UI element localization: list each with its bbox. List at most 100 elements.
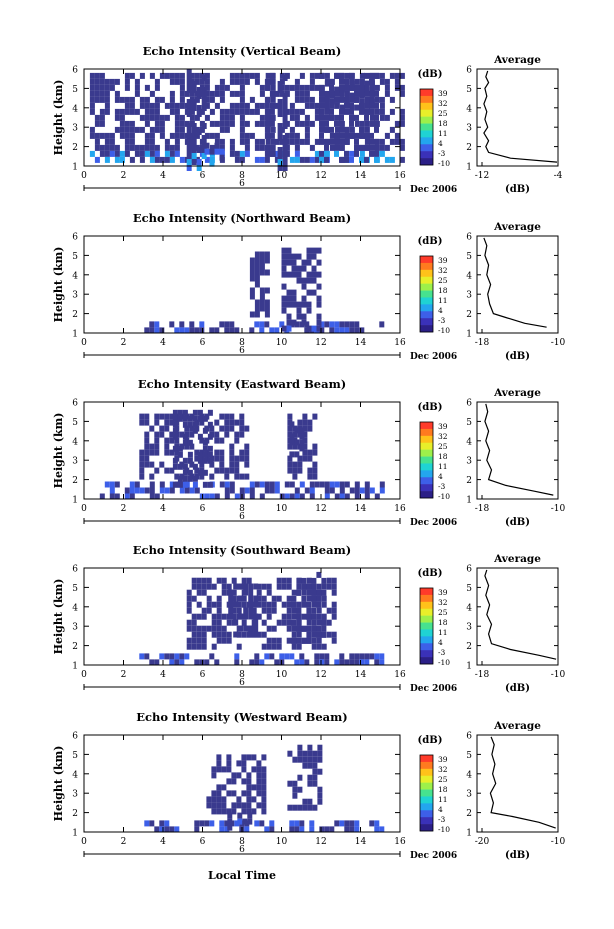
colorbar-tick-label: 18 xyxy=(438,785,448,794)
echo-cell xyxy=(228,613,234,620)
echo-cell xyxy=(282,165,288,171)
echo-cell xyxy=(374,150,379,157)
echo-cell xyxy=(311,325,317,332)
echo-cell xyxy=(189,443,195,450)
echo-cell xyxy=(214,449,220,456)
echo-cell xyxy=(274,150,280,157)
echo-cell xyxy=(296,643,302,650)
echo-cell xyxy=(344,659,350,666)
colorbar-swatch xyxy=(420,435,433,444)
echo-cell xyxy=(191,81,197,87)
echo-cell xyxy=(379,144,385,151)
echo-cell xyxy=(239,102,245,109)
echo-cell xyxy=(339,90,344,97)
echo-cell xyxy=(196,165,202,171)
echo-cell xyxy=(234,473,240,480)
echo-cell xyxy=(289,126,295,133)
echo-cell xyxy=(224,425,230,432)
avg-x-tick-label: -10 xyxy=(551,338,566,348)
echo-cell xyxy=(299,120,305,127)
colorbar-swatch xyxy=(420,796,433,804)
colorbar-swatch xyxy=(420,158,433,166)
colorbar-swatch xyxy=(420,290,433,298)
echo-cell xyxy=(186,81,192,87)
echo-cell xyxy=(294,78,300,85)
echo-cell xyxy=(216,802,222,809)
echo-cell xyxy=(139,449,145,456)
echo-cell xyxy=(274,327,280,334)
echo-cell xyxy=(177,409,183,416)
echo-cell xyxy=(154,156,160,163)
echo-cell xyxy=(149,443,155,450)
echo-cell xyxy=(177,481,183,488)
echo-cell xyxy=(248,601,254,608)
colorbar-swatch xyxy=(420,449,433,457)
echo-cell xyxy=(226,583,232,590)
echo-cell xyxy=(239,449,245,456)
echo-cell xyxy=(294,321,300,328)
echo-cell xyxy=(139,72,145,79)
echo-cell xyxy=(359,80,365,87)
echo-cell xyxy=(94,72,100,79)
echo-cell xyxy=(334,86,340,93)
echo-cell xyxy=(306,619,312,626)
echo-cell xyxy=(294,820,300,827)
echo-cell xyxy=(304,96,310,103)
echo-cell xyxy=(279,138,285,145)
echo-cell xyxy=(104,132,110,139)
echo-cell xyxy=(164,102,170,109)
echo-cell xyxy=(314,108,320,115)
echo-cell xyxy=(282,141,288,147)
echo-cell xyxy=(129,120,135,127)
y-tick-label: 3 xyxy=(72,790,78,800)
avg-y-tick-label: 2 xyxy=(466,809,472,819)
echo-cell xyxy=(228,589,234,596)
echo-cell xyxy=(284,493,290,500)
echo-cell xyxy=(306,253,312,260)
echo-cell xyxy=(214,493,220,500)
echo-cell xyxy=(316,325,322,332)
x-tick-label: 2 xyxy=(121,338,127,348)
echo-cell xyxy=(214,467,220,474)
echo-cell xyxy=(206,607,212,614)
echo-cell xyxy=(164,487,170,494)
echo-cell xyxy=(169,659,175,666)
x-tick-label: 0 xyxy=(81,171,87,181)
echo-cell xyxy=(204,493,210,500)
echo-cell xyxy=(253,631,259,638)
echo-cell xyxy=(119,150,125,157)
echo-cell xyxy=(236,607,242,614)
echo-cell xyxy=(274,102,280,109)
echo-cell xyxy=(197,409,203,416)
echo-cell xyxy=(104,102,110,109)
y-tick-label: 4 xyxy=(72,437,78,447)
echo-cell xyxy=(239,108,245,115)
echo-cell xyxy=(364,86,370,93)
echo-cell xyxy=(296,625,302,632)
echo-cell xyxy=(187,415,193,422)
colorbar-tick-label: 4 xyxy=(438,638,443,647)
echo-cell xyxy=(219,413,225,420)
echo-cell xyxy=(265,84,271,91)
echo-cell xyxy=(246,754,252,761)
echo-cell xyxy=(299,90,305,97)
echo-cell xyxy=(306,325,312,332)
echo-cell xyxy=(219,96,225,103)
echo-cell xyxy=(154,144,160,151)
echo-cell xyxy=(321,577,327,584)
echo-cell xyxy=(219,120,225,127)
echo-cell xyxy=(99,108,105,115)
echo-cell xyxy=(149,449,155,456)
echo-cell xyxy=(307,774,313,781)
echo-cell xyxy=(144,84,150,91)
echo-cell xyxy=(169,96,175,103)
echo-cell xyxy=(304,138,310,145)
echo-cell xyxy=(276,619,282,626)
echo-cell xyxy=(264,299,270,306)
x-tick-label: 8 xyxy=(239,171,245,181)
echo-cell xyxy=(241,754,247,761)
echo-cell xyxy=(244,102,250,109)
echo-cell xyxy=(254,281,260,288)
echo-cell xyxy=(194,487,200,494)
